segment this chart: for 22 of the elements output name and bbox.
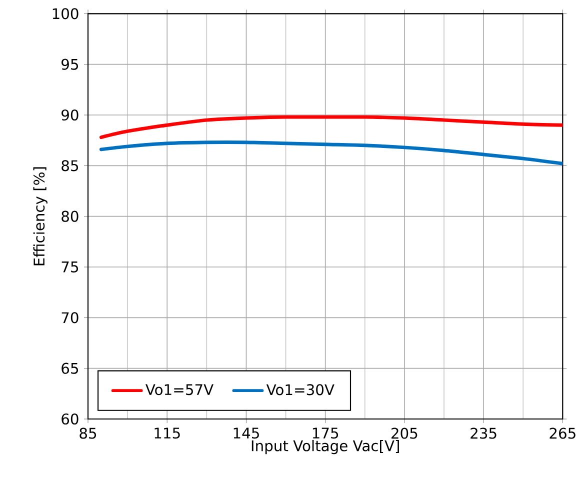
- y-tick-label: 85: [62, 160, 78, 172]
- line-series: [99, 115, 563, 140]
- y-tick-label: 100: [52, 8, 78, 20]
- line-series: [99, 140, 563, 166]
- y-tick-label: 65: [62, 362, 78, 374]
- x-tick-label: 265: [550, 428, 576, 439]
- x-tick-label: 145: [234, 428, 259, 439]
- x-axis-title: Input Voltage Vac[V]: [252, 440, 399, 454]
- x-tick-label: 205: [392, 428, 418, 439]
- y-tick-label: 60: [62, 413, 78, 425]
- legend-label: Vo1=30V: [266, 384, 334, 396]
- y-tick-label: 90: [62, 109, 78, 121]
- y-tick-label: 80: [62, 210, 78, 222]
- y-tick-label: 75: [62, 262, 78, 272]
- x-tick-label: 85: [80, 428, 96, 439]
- x-tick-label: 115: [154, 428, 180, 439]
- y-tick-label: 95: [62, 58, 78, 70]
- x-tick-label: 235: [470, 428, 496, 439]
- legend-label: Vo1=57V: [146, 384, 214, 396]
- y-axis-title: Efficiency [%]: [33, 167, 48, 266]
- x-tick-label: 175: [312, 428, 338, 439]
- y-tick-label: 70: [62, 312, 78, 324]
